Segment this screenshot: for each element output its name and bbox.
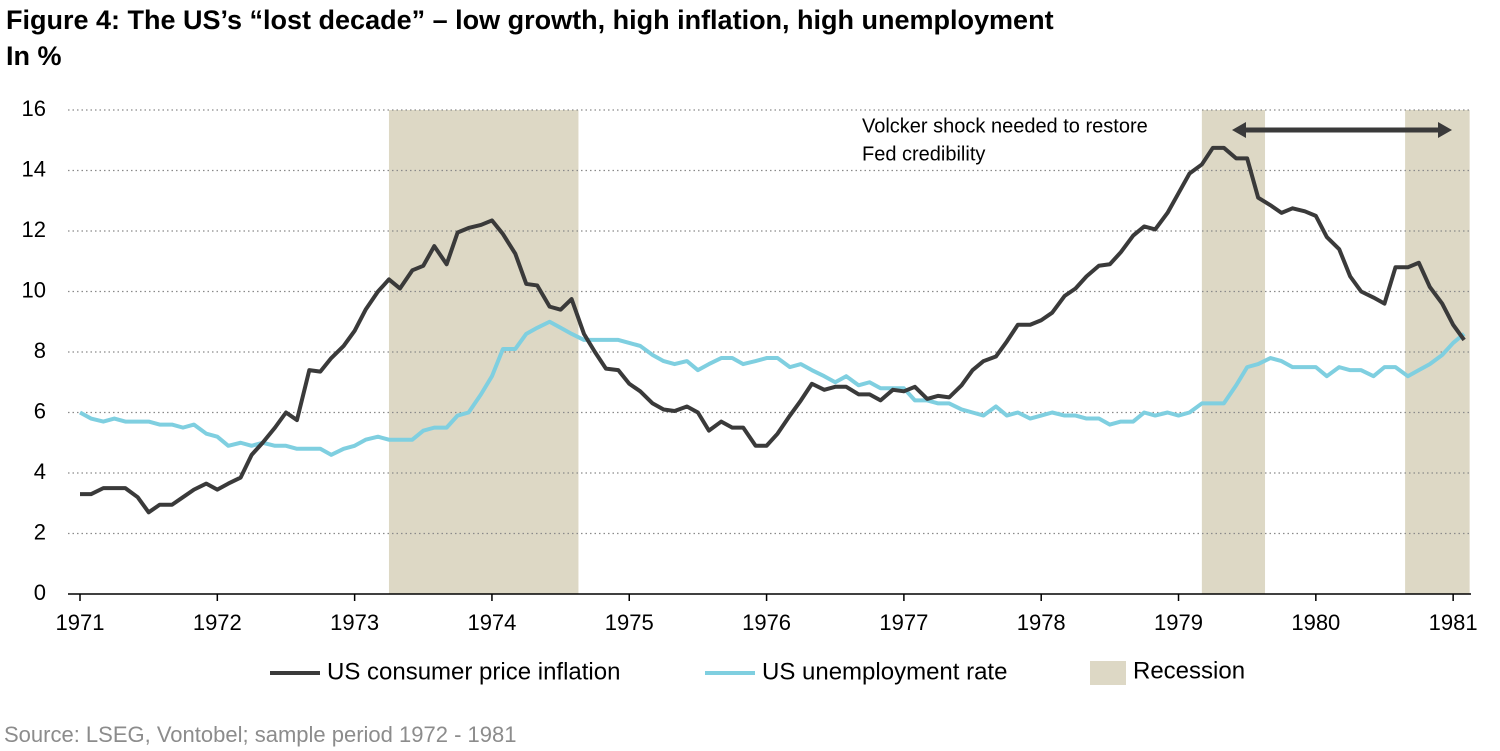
arrow-head xyxy=(1438,122,1452,138)
x-tick-label: 1975 xyxy=(605,610,654,635)
y-tick-label: 10 xyxy=(22,277,46,302)
legend-label: US unemployment rate xyxy=(762,658,1007,685)
x-tick-label: 1976 xyxy=(742,610,791,635)
y-tick-label: 12 xyxy=(22,217,46,242)
annotation: Fed credibility xyxy=(862,143,985,165)
y-tick-label: 0 xyxy=(34,580,46,605)
x-tick-label: 1973 xyxy=(330,610,379,635)
x-tick-label: 1981 xyxy=(1429,610,1478,635)
series-line xyxy=(80,145,1466,515)
chart-subtitle: In % xyxy=(6,41,62,71)
y-tick-label: 4 xyxy=(34,459,46,484)
y-tick-label: 14 xyxy=(22,156,46,181)
x-tick-label: 1971 xyxy=(56,610,105,635)
y-tick-label: 8 xyxy=(34,338,46,363)
arrow-head xyxy=(1232,122,1246,138)
legend-swatch xyxy=(1090,661,1126,685)
x-tick-label: 1978 xyxy=(1017,610,1066,635)
y-tick-label: 6 xyxy=(34,398,46,423)
chart-title: Figure 4: The US’s “lost decade” – low g… xyxy=(6,5,1054,35)
legend-label: US consumer price inflation xyxy=(327,658,620,685)
annotation: Volcker shock needed to restore xyxy=(862,115,1148,137)
x-tick-label: 1980 xyxy=(1291,610,1340,635)
source-note: Source: LSEG, Vontobel; sample period 19… xyxy=(4,722,516,747)
x-tick-label: 1972 xyxy=(193,610,242,635)
x-tick-label: 1979 xyxy=(1154,610,1203,635)
x-tick-label: 1974 xyxy=(467,610,516,635)
legend-label: Recession xyxy=(1133,657,1245,684)
y-tick-label: 16 xyxy=(22,96,46,121)
y-tick-label: 2 xyxy=(34,519,46,544)
x-tick-label: 1977 xyxy=(879,610,928,635)
recession-band xyxy=(388,110,579,594)
series-line xyxy=(79,319,1466,457)
